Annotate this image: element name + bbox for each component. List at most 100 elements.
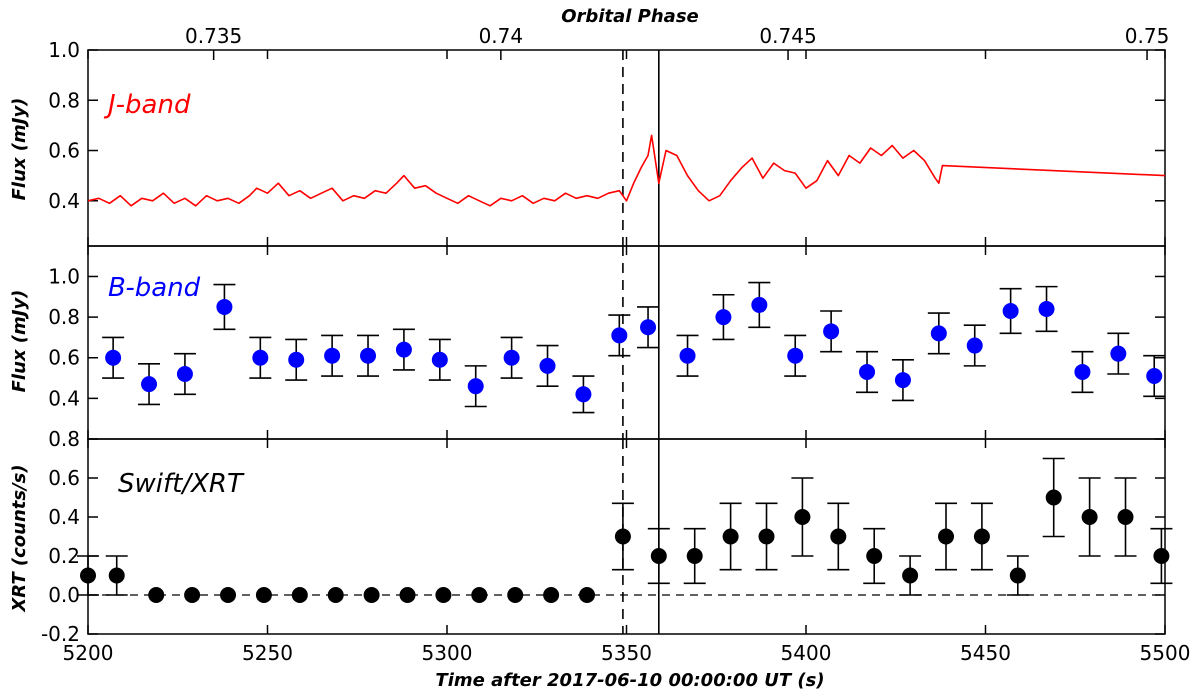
bband-point-3: [216, 298, 233, 315]
jband-frame: [87, 49, 1166, 247]
top-tick-label-2: 0.745: [759, 24, 816, 48]
xrt-point-27: [1045, 489, 1062, 506]
jband-panel: 0.4 0.6 0.8 1.0: [48, 38, 1166, 247]
bband-point-6: [324, 347, 341, 364]
xrt-point-20: [794, 509, 811, 525]
bband-point-26: [1038, 300, 1055, 317]
xrt-point-4: [220, 587, 237, 603]
top-tick-label-3: 0.75: [1125, 24, 1170, 48]
xrt-point-7: [327, 587, 344, 603]
x-tick-label-6: 5500: [1140, 641, 1191, 665]
bband-point-8: [395, 341, 412, 358]
bband-point-20: [823, 323, 840, 340]
x-axis-title: Time after 2017-06-10 00:00:00 UT (s): [435, 670, 824, 691]
xrt-point-13: [543, 587, 560, 603]
x-tick-label-1: 5250: [242, 641, 293, 665]
bband-y-tick-label-2: 0.8: [48, 305, 80, 329]
xrt-y-axis-title: XRT (counts/s): [9, 464, 30, 612]
bband-point-21: [859, 363, 876, 380]
xrt-point-2: [148, 587, 165, 603]
xrt-point-9: [399, 587, 416, 603]
xrt-point-14: [579, 587, 596, 603]
xrt-point-10: [435, 587, 452, 603]
xrt-point-24: [938, 528, 955, 545]
bband-point-23: [930, 325, 947, 342]
bband-point-9: [431, 351, 448, 368]
xrt-point-23: [902, 567, 919, 584]
bband-point-19: [787, 347, 804, 364]
bband-point-4: [252, 349, 269, 366]
xrt-point-16: [650, 548, 667, 564]
xrt-point-6: [291, 587, 308, 603]
xrt-point-1: [108, 567, 125, 584]
bband-label: B-band: [108, 273, 201, 303]
xrt-point-3: [184, 587, 201, 603]
bband-y-tick-label-3: 1.0: [48, 264, 80, 288]
bband-point-28: [1110, 345, 1127, 362]
bband-point-22: [894, 372, 911, 389]
bband-point-24: [966, 337, 983, 354]
xrt-point-15: [614, 528, 631, 545]
bband-point-15: [640, 319, 657, 336]
bband-point-16: [679, 347, 696, 364]
xrt-point-26: [1009, 567, 1026, 584]
bband-point-12: [539, 357, 556, 374]
bband-point-1: [141, 376, 158, 393]
bband-point-10: [467, 378, 484, 395]
top-tick-label-0: 0.735: [185, 24, 242, 48]
x-tick-label-0: 5200: [63, 641, 114, 665]
jband-y-axis-title: Flux (mJy): [9, 98, 30, 201]
xrt-y-tick-label-3: 0.4: [48, 505, 80, 529]
bband-point-0: [105, 349, 122, 366]
x-tick-label-3: 5350: [601, 641, 652, 665]
xrt-point-29: [1117, 509, 1134, 525]
bband-frame: [87, 245, 1166, 440]
bband-point-17: [715, 309, 732, 326]
xrt-point-25: [973, 528, 990, 545]
x-tick-label-4: 5400: [781, 641, 832, 665]
xrt-y-tick-label-1: 0.0: [48, 583, 80, 607]
xrt-point-22: [866, 548, 883, 564]
xrt-point-12: [507, 587, 524, 603]
bband-point-25: [1002, 303, 1019, 320]
bband-y-tick-label-0: 0.4: [48, 386, 80, 410]
bband-point-14: [611, 327, 628, 344]
bband-point-27: [1074, 363, 1091, 380]
jband-y-tick-label-2: 0.8: [48, 88, 80, 112]
bband-y-tick-label-1: 0.6: [48, 346, 80, 370]
bband-point-2: [176, 365, 193, 382]
xrt-y-tick-label-5: 0.8: [48, 427, 80, 451]
bband-point-7: [360, 347, 377, 364]
xrt-point-21: [830, 528, 847, 545]
xrt-y-tick-label-4: 0.6: [48, 466, 80, 490]
xrt-point-5: [255, 587, 272, 603]
xrt-point-0: [80, 567, 96, 584]
top-axis-ticks: 0.735 0.74 0.745 0.75: [185, 24, 1169, 60]
jband-y-tick-label-3: 1.0: [48, 38, 80, 62]
bband-point-18: [751, 296, 768, 313]
x-tick-label-2: 5300: [422, 641, 473, 665]
bband-point-29: [1146, 368, 1163, 385]
xrt-point-11: [471, 587, 488, 603]
jband-label: J-band: [103, 90, 191, 120]
xrt-y-tick-label-2: 0.2: [48, 544, 80, 568]
top-tick-label-1: 0.74: [479, 24, 524, 48]
xrt-point-30: [1153, 548, 1170, 564]
top-axis-title: Orbital Phase: [561, 6, 699, 27]
xrt-point-19: [758, 528, 775, 545]
bband-point-5: [288, 351, 305, 368]
xrt-y-tick-label-0: -0.2: [41, 622, 80, 646]
xrt-point-17: [686, 548, 703, 564]
jband-y-tick-label-0: 0.4: [48, 189, 80, 213]
xrt-point-28: [1081, 509, 1098, 525]
xrt-point-8: [363, 587, 380, 603]
bband-point-13: [575, 386, 592, 403]
xrt-panel: -0.2 0.0 0.2 0.4 0.6 0.8: [41, 427, 1173, 646]
panels: 0.4 0.6 0.8 1.0 0.4 0.6 0.8 1.0 -0.2 0.0 0.2 0.4 0.6…: [41, 38, 1190, 665]
bband-y-axis-title: Flux (mJy): [9, 290, 30, 393]
bband-panel: 0.4 0.6 0.8 1.0: [48, 245, 1166, 440]
bband-point-11: [503, 349, 520, 366]
x-tick-label-5: 5450: [960, 641, 1011, 665]
xrt-point-18: [722, 528, 739, 545]
